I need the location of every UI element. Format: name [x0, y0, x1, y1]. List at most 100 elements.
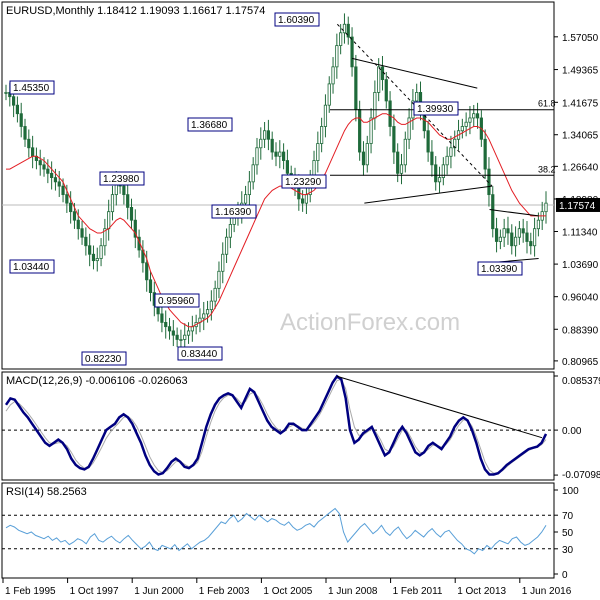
price-candle-body [160, 313, 164, 323]
fib-level-label: 61.8 [538, 99, 556, 109]
price-candle-body [110, 194, 115, 213]
price-candle-body [510, 232, 514, 247]
price-candle-body [15, 104, 20, 115]
price-annotation-label: 1.03440 [13, 262, 50, 273]
macd-y-axis: 0.085379 0.00 -0.070989 [554, 375, 600, 481]
price-candle-body [247, 181, 251, 196]
price-candle-body [331, 66, 335, 85]
price-annotation-box [99, 171, 145, 186]
price-candle-body [95, 258, 99, 262]
price-candle-body [23, 126, 27, 140]
price-candle-body [4, 92, 8, 94]
price-candle-body [126, 194, 130, 208]
price-panel-title: EURUSD,Monthly 1.18412 1.19093 1.16617 1… [6, 5, 265, 17]
macd-panel-title: MACD(12,26,9) -0.006106 -0.026063 [6, 375, 188, 387]
price-candle-body [339, 32, 343, 46]
x-axis-tick-label: 1 Oct 2013 [457, 586, 506, 597]
price-candle-body [445, 155, 449, 166]
price-candle-body [145, 262, 149, 281]
price-candle-body [415, 92, 419, 102]
price-candle-body [255, 147, 259, 166]
price-candle-body [186, 330, 191, 336]
price-candle-body [517, 228, 521, 238]
price-candle-body [377, 66, 381, 93]
price-trendline [489, 209, 539, 217]
x-axis-tick-label: 1 Jun 2008 [328, 586, 378, 597]
price-annotation-box [177, 346, 223, 361]
price-candle-body [213, 287, 217, 302]
price-candle-body [266, 130, 270, 140]
price-candle-body [320, 126, 324, 144]
price-trendline [337, 23, 493, 187]
last-price-label: 1.17574 [559, 201, 596, 212]
price-candle-body [228, 224, 232, 238]
price-candle-body [221, 253, 225, 272]
price-annotation-box [9, 259, 55, 274]
macd-y-tick-label: 0.085379 [562, 376, 600, 387]
price-candle-body [316, 143, 320, 161]
price-candle-body [274, 151, 278, 157]
x-axis-tick-label: 1 Feb 2003 [199, 586, 250, 597]
price-annotation-box [81, 351, 127, 366]
price-candle-body [262, 130, 267, 140]
price-candle-body [27, 138, 31, 149]
price-candle-body [426, 130, 430, 153]
price-candle-body [84, 236, 88, 247]
price-candle-body [122, 185, 126, 196]
price-annotation-label: 1.23290 [285, 177, 322, 188]
price-candle-body [384, 79, 388, 102]
price-annotation-box [274, 12, 320, 27]
rsi-y-axis: 100 70 50 30 0 [554, 486, 579, 581]
price-annotation-box [211, 204, 257, 219]
price-candle-body [407, 117, 411, 140]
price-candle-body [133, 219, 137, 238]
price-y-tick-label: 0.80965 [562, 357, 599, 368]
price-candle-body [335, 45, 339, 68]
price-candle-body [259, 138, 263, 149]
price-candle-body [350, 36, 354, 68]
price-candle-body [506, 228, 510, 234]
price-y-tick-label: 0.96040 [562, 293, 599, 304]
price-y-tick-label: 1.11340 [562, 228, 598, 239]
price-candle-body [205, 309, 210, 315]
price-candle-body [430, 151, 434, 166]
price-candle-body [399, 164, 404, 174]
rsi-panel-title: RSI(14) 58.2563 [6, 486, 87, 498]
price-candle-body [396, 151, 400, 174]
price-candle-body [483, 138, 487, 170]
price-annotation-label: 1.60390 [278, 15, 315, 26]
price-candle-body [513, 236, 518, 247]
price-candle-body [380, 66, 385, 81]
price-candle-body [521, 228, 525, 234]
price-candle-body [346, 23, 350, 38]
price-candle-body [217, 270, 221, 289]
price-candle-body [301, 198, 305, 204]
price-y-tick-label: 1.34065 [562, 131, 599, 142]
price-annotation-label: 1.39930 [417, 104, 454, 115]
price-candle-body [88, 245, 92, 255]
price-y-tick-label: 1.49365 [562, 66, 599, 77]
price-candle-body [19, 113, 23, 127]
x-axis-tick-label: 1 Feb 1995 [5, 586, 56, 597]
price-candle-body [441, 164, 445, 178]
price-annotation-box [281, 174, 327, 189]
price-candle-body [502, 228, 506, 238]
price-candle-body [57, 181, 61, 187]
x-axis-tick-label: 1 Oct 1997 [70, 586, 119, 597]
price-candle-body [12, 96, 16, 106]
price-candle-body [224, 236, 229, 255]
price-candle-body [53, 177, 58, 183]
price-y-tick-label: 1.03690 [562, 260, 599, 271]
price-annotation-label: 1.36680 [191, 120, 228, 131]
price-candle-body [46, 168, 50, 174]
watermark: ActionForex.com [280, 309, 460, 336]
price-candle-body [107, 211, 111, 230]
price-annotation-label: 0.95960 [158, 296, 195, 307]
price-candle-body [103, 228, 107, 247]
price-candle-body [179, 339, 183, 341]
price-panel-frame [1, 1, 555, 370]
price-candle-body [69, 202, 73, 213]
last-price-box [556, 197, 600, 212]
price-candle-body [494, 228, 499, 242]
x-axis-tick-label: 1 Jun 2016 [522, 586, 572, 597]
